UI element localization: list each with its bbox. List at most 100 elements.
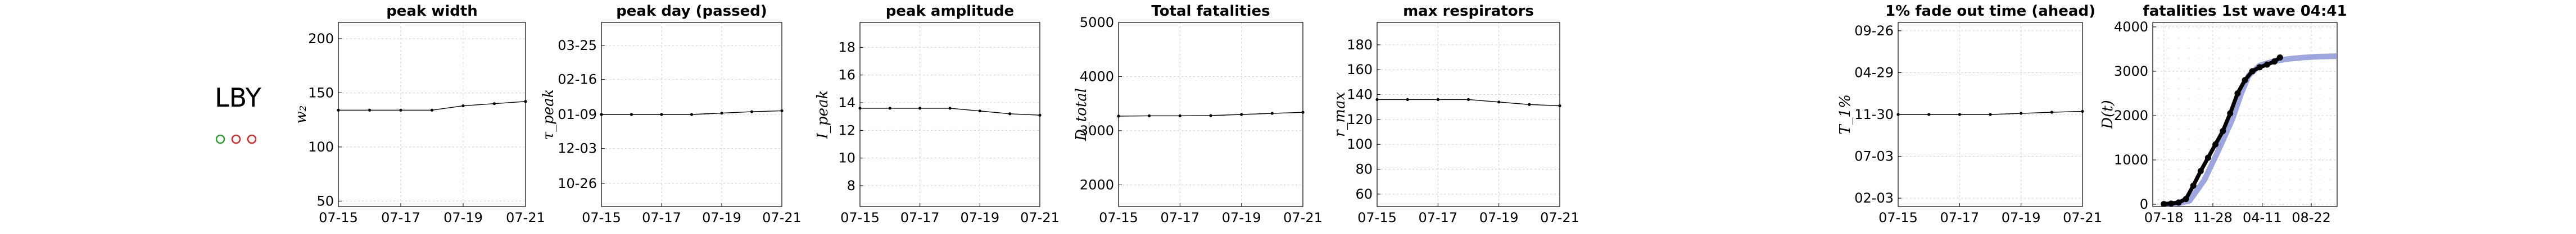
plot-frame bbox=[2152, 22, 2338, 207]
fit-band bbox=[2161, 53, 2337, 207]
data-point bbox=[1148, 114, 1151, 118]
bg-dot bbox=[2239, 58, 2240, 59]
bg-dot bbox=[2299, 27, 2301, 29]
bg-dot bbox=[2310, 38, 2311, 39]
data-point bbox=[1558, 104, 1561, 108]
bg-dot bbox=[2269, 199, 2270, 200]
bg-dot bbox=[2219, 118, 2220, 120]
bg-dot bbox=[2198, 199, 2199, 200]
bg-dot bbox=[2178, 38, 2179, 39]
bg-dot bbox=[2188, 78, 2189, 79]
bg-dot bbox=[2320, 88, 2321, 89]
bg-dot bbox=[2320, 98, 2321, 99]
bg-dot bbox=[2330, 78, 2331, 79]
bg-dot bbox=[2320, 159, 2321, 160]
bg-dot bbox=[2219, 108, 2220, 109]
x-tick-label: 07-15 bbox=[1099, 210, 1138, 226]
y-tick-label: 11-30 bbox=[1854, 107, 1894, 122]
panel-peak-width: peak width 07-15 07-17 07-19 07-21 50 100 150 20… bbox=[293, 3, 545, 226]
bg-dot bbox=[2330, 38, 2331, 39]
bg-dot bbox=[2330, 27, 2331, 29]
bg-dot bbox=[2198, 129, 2199, 130]
bg-dot bbox=[2249, 118, 2250, 120]
bg-dot bbox=[2208, 48, 2210, 49]
data-point bbox=[1209, 114, 1212, 117]
bg-dot bbox=[2249, 159, 2250, 160]
bg-dot bbox=[2158, 169, 2159, 170]
bg-dot bbox=[2269, 68, 2270, 69]
data-point bbox=[978, 109, 981, 113]
panel-fatalities-1st-wave: fatalities 1st wave 04:41 07-18 11-28 04-11… bbox=[2099, 3, 2347, 226]
plot-frame bbox=[1118, 22, 1303, 207]
observed-point bbox=[2175, 199, 2182, 206]
bg-dot bbox=[2178, 108, 2179, 109]
bg-dot bbox=[2208, 108, 2210, 109]
x-tick-label: 04-11 bbox=[2243, 210, 2282, 226]
bg-dot bbox=[2188, 179, 2189, 180]
bg-dot bbox=[2289, 108, 2290, 109]
bg-dot bbox=[2229, 58, 2230, 59]
bg-dot bbox=[2229, 199, 2230, 200]
bg-dot bbox=[2279, 139, 2280, 140]
bg-dot bbox=[2299, 179, 2301, 180]
bg-dot bbox=[2310, 179, 2311, 180]
bg-dot bbox=[2310, 88, 2311, 89]
y-tick-label: 03-25 bbox=[558, 38, 597, 53]
bg-dot bbox=[2320, 129, 2321, 130]
bg-dot bbox=[2310, 68, 2311, 69]
bg-dot bbox=[2289, 27, 2290, 29]
bg-dot bbox=[2198, 118, 2199, 120]
bg-dot bbox=[2168, 118, 2169, 120]
bg-dot bbox=[2219, 58, 2220, 59]
data-point bbox=[1270, 112, 1274, 115]
bg-dot bbox=[2269, 129, 2270, 130]
bg-dot bbox=[2269, 118, 2270, 120]
bg-dot bbox=[2158, 159, 2159, 160]
bg-dot bbox=[2178, 58, 2179, 59]
data-point bbox=[1958, 113, 1961, 116]
y-tick-label: 18 bbox=[838, 39, 855, 55]
bg-dot bbox=[2330, 68, 2331, 69]
bg-dot bbox=[2198, 149, 2199, 150]
bg-dot bbox=[2249, 27, 2250, 29]
bg-dot bbox=[2158, 68, 2159, 69]
bg-dot bbox=[2289, 129, 2290, 130]
bg-dot bbox=[2198, 98, 2199, 99]
bg-dot bbox=[2299, 149, 2301, 150]
data-point bbox=[1406, 98, 1409, 102]
bg-dot bbox=[2208, 38, 2210, 39]
bg-dot bbox=[2208, 179, 2210, 180]
bg-dot bbox=[2320, 139, 2321, 140]
y-tick-label: 2000 bbox=[1080, 177, 1114, 192]
y-tick-label: 14 bbox=[838, 95, 855, 111]
observed-point bbox=[2220, 128, 2226, 135]
bg-dot bbox=[2178, 139, 2179, 140]
panel-total-fatalities: Total fatalities 07-15 07-17 07-19 07-21 2000… bbox=[1073, 3, 1323, 226]
bg-dot bbox=[2178, 48, 2179, 49]
bg-dot bbox=[2168, 38, 2169, 39]
x-tick-label: 07-19 bbox=[1222, 210, 1261, 226]
bg-dot bbox=[2168, 199, 2169, 200]
bg-dot bbox=[2168, 68, 2169, 69]
observed-point bbox=[2263, 61, 2270, 68]
y-tick-label: 04-29 bbox=[1854, 65, 1894, 80]
bg-dot bbox=[2229, 88, 2230, 89]
data-point bbox=[780, 109, 784, 113]
bg-dot bbox=[2310, 129, 2311, 130]
x-tick-label: 07-19 bbox=[1479, 210, 1519, 226]
data-point bbox=[690, 113, 694, 116]
bg-dot bbox=[2310, 98, 2311, 99]
bg-dot bbox=[2249, 169, 2250, 170]
bg-dot bbox=[2299, 118, 2301, 120]
bg-dot bbox=[2219, 48, 2220, 49]
bg-dot bbox=[2158, 27, 2159, 29]
bg-dot bbox=[2299, 169, 2301, 170]
bg-dot bbox=[2279, 78, 2280, 79]
bg-dot bbox=[2229, 68, 2230, 69]
bg-dot bbox=[2299, 159, 2301, 160]
bg-dot bbox=[2158, 129, 2159, 130]
chart-title: fatalities 1st wave 04:41 bbox=[2143, 3, 2347, 20]
x-tick-label: 07-17 bbox=[642, 210, 681, 226]
bg-dot bbox=[2219, 189, 2220, 190]
